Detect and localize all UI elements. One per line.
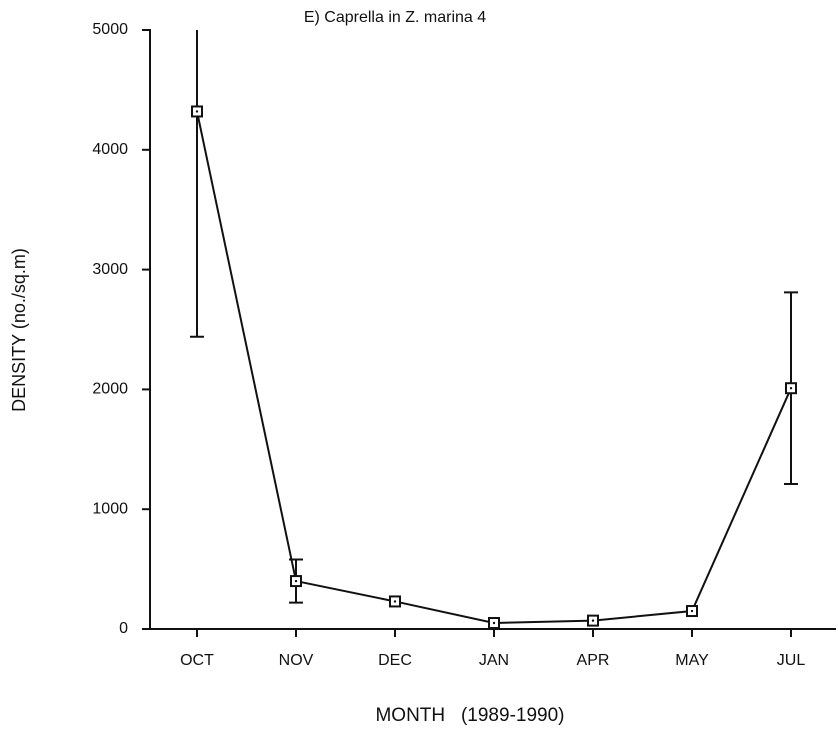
data-point-dot	[690, 609, 694, 613]
y-tick-label: 2000	[92, 381, 128, 398]
data-point-dot	[591, 619, 595, 622]
chart-title: E) Caprella in Z. marina 4	[304, 9, 486, 26]
y-tick-label: 0	[119, 620, 128, 637]
data-point-dot	[294, 579, 298, 583]
data-point-dot	[195, 110, 199, 113]
x-tick-label: JAN	[479, 652, 509, 669]
x-tick-label: DEC	[378, 652, 412, 669]
x-tick-label: MAY	[675, 652, 709, 669]
data-point-dot	[393, 600, 397, 603]
x-tick-label: OCT	[180, 652, 214, 669]
y-tick-label: 3000	[92, 261, 128, 278]
x-tick-label: APR	[577, 652, 610, 669]
x-axis-label: MONTH (1989-1990)	[375, 705, 564, 726]
x-tick-label: JUL	[777, 652, 806, 669]
plot-area	[190, 30, 798, 630]
y-axis-label: DENSITY (no./sq.m)	[9, 248, 29, 412]
x-tick-label: NOV	[279, 652, 314, 669]
y-tick-label: 5000	[92, 21, 128, 38]
data-point-dot	[492, 621, 496, 625]
data-point-dot	[789, 387, 793, 390]
data-line	[196, 111, 792, 625]
error-bar	[190, 30, 204, 338]
y-tick-label: 1000	[92, 500, 128, 517]
y-tick-label: 4000	[92, 141, 128, 158]
